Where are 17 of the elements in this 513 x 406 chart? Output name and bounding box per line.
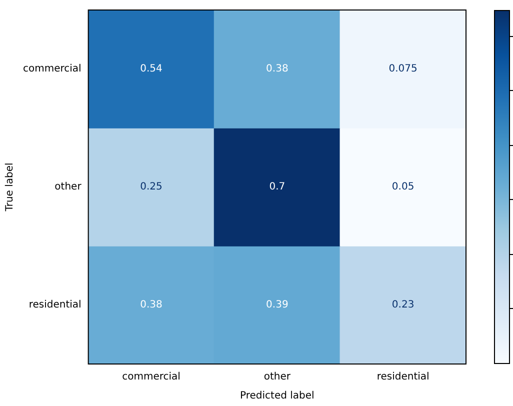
data-label: 0.05 [392,182,414,193]
y-axis-title: True label [4,162,16,212]
y-tick-label: other [54,182,82,193]
data-label: 0.39 [266,300,288,311]
x-tick-label: commercial [122,372,180,383]
data-label: 0.23 [392,300,414,311]
data-label: 0.7 [269,182,286,193]
x-tick-label: residential [376,372,430,383]
data-label: 0.25 [140,182,162,193]
x-tick-label: other [264,372,292,383]
y-tick-label: commercial [22,64,82,75]
data-label: 0.54 [140,64,162,75]
data-label: 0.38 [140,300,162,311]
data-label: 0.075 [388,64,418,75]
data-label: 0.38 [266,64,288,75]
x-axis-title: Predicted label [240,390,314,402]
y-tick-label: residential [28,300,82,311]
